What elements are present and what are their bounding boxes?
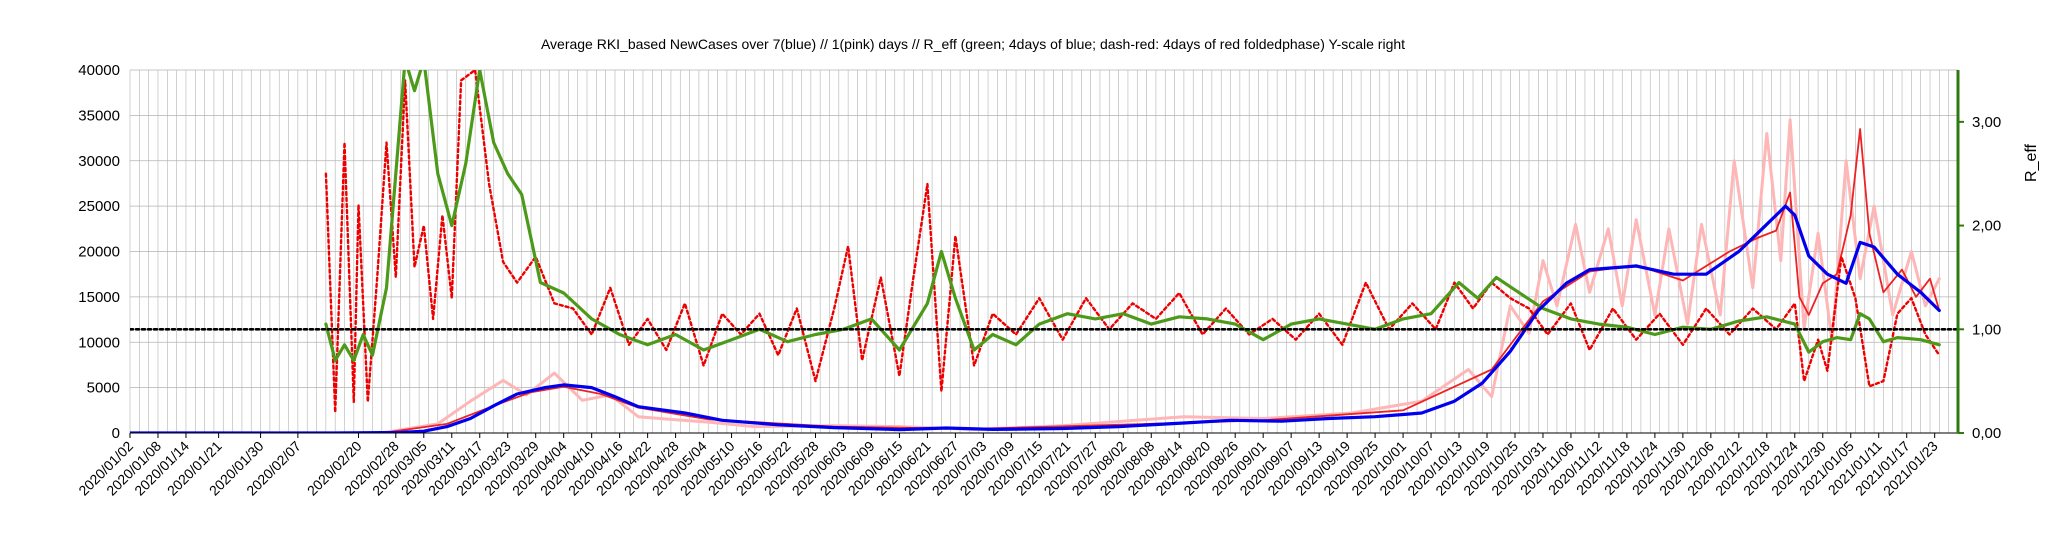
- y-tick-label-left: 30000: [78, 153, 120, 170]
- series-line-green_reff: [324, 70, 1941, 362]
- y-tick-label-left: 15000: [78, 289, 120, 306]
- y-tick-label-right: 0,00: [1972, 425, 2001, 442]
- chart-title: Average RKI_based NewCases over 7(blue) …: [541, 36, 1405, 52]
- y-tick-label-left: 0: [112, 425, 120, 442]
- y-tick-label-left: 20000: [78, 244, 120, 261]
- y-tick-label-right: 1,00: [1972, 321, 2001, 338]
- y-tick-label-left: 35000: [78, 107, 120, 124]
- y-tick-label-left: 10000: [78, 334, 120, 351]
- series-line-blue_7day: [130, 204, 1941, 433]
- series-layer: [130, 70, 1958, 433]
- y-tick-label-right: 3,00: [1972, 114, 2001, 131]
- right-axis-label: R_eff: [2023, 143, 2040, 182]
- y-tick-label-left: 25000: [78, 198, 120, 215]
- series-line-pink_1day: [130, 118, 1941, 433]
- y-tick-label-right: 2,00: [1972, 218, 2001, 235]
- y-tick-label-left: 40000: [78, 62, 120, 79]
- y-tick-label-left: 5000: [87, 380, 120, 397]
- series-line-red_dash_reff: [324, 70, 1941, 414]
